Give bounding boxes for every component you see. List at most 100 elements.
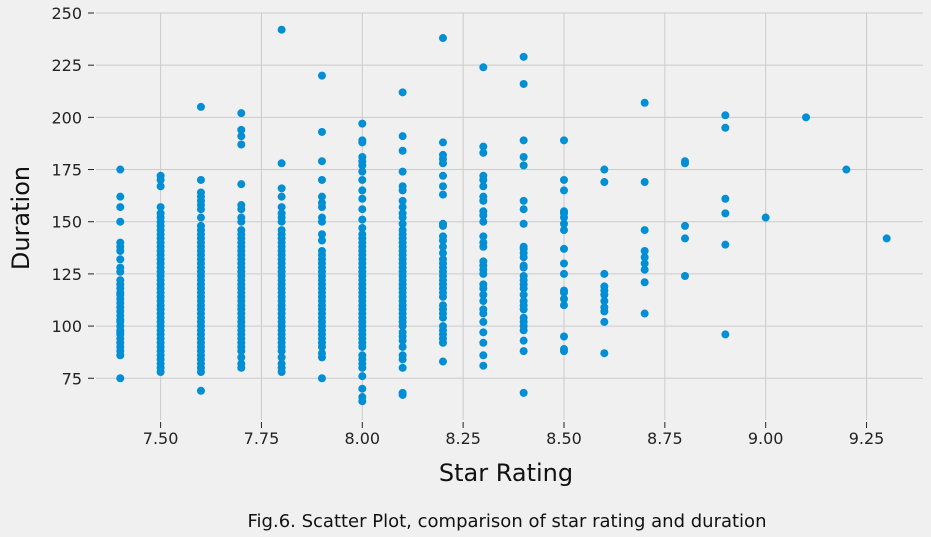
data-point (116, 203, 125, 212)
data-point (438, 190, 447, 199)
data-point (237, 201, 246, 210)
data-point (761, 213, 770, 222)
tick-labels: 75 100 125 150 175 200 225 250 7.50 7.75 8.00 8.25 8… (51, 4, 884, 448)
data-point (600, 349, 609, 358)
data-point (237, 180, 246, 189)
data-point (398, 342, 407, 351)
data-point (721, 111, 730, 120)
data-point (116, 276, 125, 285)
figure-caption: Fig.6. Scatter Plot, comparison of star … (248, 511, 767, 532)
data-points (116, 25, 891, 406)
data-point (156, 182, 165, 191)
data-point (358, 136, 367, 145)
data-point (640, 246, 649, 255)
y-tick-label: 225 (51, 56, 82, 75)
data-point (438, 171, 447, 180)
data-point (398, 226, 407, 235)
y-tick-label: 250 (51, 4, 82, 23)
data-point (519, 347, 528, 356)
data-point (519, 205, 528, 214)
data-point (398, 209, 407, 218)
data-point (438, 249, 447, 258)
data-point (559, 259, 568, 268)
x-tick-label: 9.25 (849, 429, 885, 448)
data-point (559, 136, 568, 145)
data-point (237, 353, 246, 362)
data-point (559, 332, 568, 341)
data-point (479, 171, 488, 180)
data-point (479, 217, 488, 226)
data-point (519, 290, 528, 299)
data-point (196, 221, 205, 230)
data-point (358, 205, 367, 214)
data-point (519, 196, 528, 205)
data-point (277, 359, 286, 368)
data-point (721, 194, 730, 203)
data-point (358, 230, 367, 239)
data-point (438, 301, 447, 310)
data-point (479, 280, 488, 289)
data-point (438, 34, 447, 43)
x-tick-label: 7.75 (244, 429, 280, 448)
y-tick-label: 75 (62, 369, 82, 388)
data-point (196, 188, 205, 197)
data-point (559, 244, 568, 253)
y-tick-label: 150 (51, 213, 82, 232)
data-point (317, 349, 326, 358)
data-point (398, 182, 407, 191)
data-point (317, 374, 326, 383)
data-point (479, 351, 488, 360)
data-point (237, 132, 246, 141)
data-point (479, 305, 488, 314)
data-point (479, 317, 488, 326)
data-point (317, 71, 326, 80)
data-point (438, 322, 447, 331)
y-tick-label: 175 (51, 161, 82, 180)
data-point (559, 301, 568, 310)
data-point (438, 182, 447, 191)
data-point (559, 186, 568, 195)
data-point (600, 178, 609, 187)
data-point (479, 63, 488, 72)
data-point (317, 230, 326, 239)
data-point (358, 194, 367, 203)
x-axis-title: Star Rating (439, 459, 573, 487)
data-point (721, 330, 730, 339)
data-point (600, 282, 609, 291)
data-point (640, 278, 649, 287)
data-point (237, 125, 246, 134)
data-point (398, 146, 407, 155)
data-point (600, 165, 609, 174)
data-point (882, 234, 891, 243)
data-point (156, 171, 165, 180)
data-point (156, 203, 165, 212)
data-point (317, 175, 326, 184)
data-point (398, 196, 407, 205)
x-tick-label: 8.75 (647, 429, 683, 448)
data-point (116, 255, 125, 264)
data-point (479, 232, 488, 241)
data-point (600, 303, 609, 312)
data-point (681, 271, 690, 280)
data-point (438, 138, 447, 147)
data-point (640, 253, 649, 262)
data-point (479, 142, 488, 151)
data-point (116, 263, 125, 272)
data-point (317, 213, 326, 222)
data-point (358, 186, 367, 195)
data-point (559, 219, 568, 228)
data-point (358, 215, 367, 224)
data-point (721, 240, 730, 249)
data-point (156, 209, 165, 218)
data-point (519, 161, 528, 170)
data-point (479, 297, 488, 306)
data-point (438, 242, 447, 251)
data-point (116, 238, 125, 247)
data-point (640, 265, 649, 274)
data-point (640, 226, 649, 235)
data-point (519, 153, 528, 162)
data-point (317, 236, 326, 245)
data-point (277, 192, 286, 201)
data-point (398, 132, 407, 141)
data-point (398, 219, 407, 228)
